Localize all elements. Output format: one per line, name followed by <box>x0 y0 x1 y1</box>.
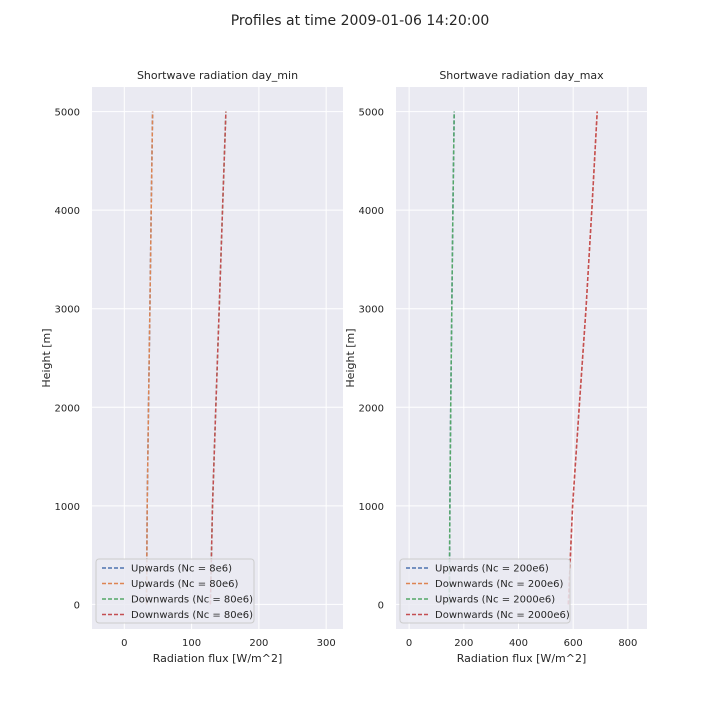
y-tick-label: 5000 <box>55 108 80 119</box>
x-tick-label: 400 <box>509 638 528 649</box>
y-axis-label-right: Height [m] <box>344 328 357 387</box>
y-tick-label: 2000 <box>55 403 80 414</box>
x-tick-label: 800 <box>618 638 637 649</box>
legend-entry: Downwards (Nc = 2000e6) <box>435 610 570 621</box>
figure-title: Profiles at time 2009-01-06 14:20:00 <box>231 13 490 29</box>
series-line <box>567 111 598 605</box>
series-line <box>145 111 154 605</box>
y-tick-label: 3000 <box>359 305 384 316</box>
legend-entry: Upwards (Nc = 80e6) <box>131 579 239 590</box>
y-axis-label-left: Height [m] <box>40 328 53 387</box>
x-tick-label: 0 <box>406 638 412 649</box>
legend-frame <box>399 558 571 624</box>
legend-entry: Downwards (Nc = 80e6) <box>131 595 253 606</box>
x-tick-label: 200 <box>454 638 473 649</box>
left-plot: Shortwave radiation day_min Radiation fl… <box>40 69 343 665</box>
legend-frame <box>95 558 255 624</box>
x-tick-label: 200 <box>249 638 268 649</box>
x-tick-label: 600 <box>564 638 583 649</box>
plot-title-right: Shortwave radiation day_max <box>439 69 604 82</box>
plot-area-right <box>396 87 647 629</box>
y-tick-label: 4000 <box>55 206 80 217</box>
y-tick-label: 5000 <box>359 108 384 119</box>
y-tick-label: 1000 <box>55 502 80 513</box>
series-line <box>209 111 227 605</box>
legend-right: Upwards (Nc = 200e6) Downwards (Nc = 200e… <box>399 558 571 624</box>
x-tick-label: 100 <box>182 638 201 649</box>
legend-entry: Downwards (Nc = 200e6) <box>435 579 564 590</box>
y-tick-label: 0 <box>378 600 384 611</box>
legend-entry: Upwards (Nc = 2000e6) <box>435 595 555 606</box>
y-tick-label: 0 <box>74 600 80 611</box>
y-tick-label: 2000 <box>359 403 384 414</box>
y-tick-label: 1000 <box>359 502 384 513</box>
legend-entry: Upwards (Nc = 200e6) <box>435 564 549 575</box>
right-plot: Shortwave radiation day_max Radiation fl… <box>344 69 647 665</box>
y-tick-label: 3000 <box>55 305 80 316</box>
x-axis-label-right: Radiation flux [W/m^2] <box>457 652 587 665</box>
x-tick-label: 300 <box>317 638 336 649</box>
legend-left: Upwards (Nc = 8e6) Upwards (Nc = 80e6) Dow… <box>95 558 255 624</box>
x-tick-label: 0 <box>121 638 127 649</box>
y-tick-label: 4000 <box>359 206 384 217</box>
plot-title-left: Shortwave radiation day_min <box>137 69 298 82</box>
series-line <box>448 111 455 605</box>
legend-entry: Upwards (Nc = 8e6) <box>131 564 232 575</box>
x-axis-label-left: Radiation flux [W/m^2] <box>153 652 283 665</box>
legend-entry: Downwards (Nc = 80e6) <box>131 610 253 621</box>
